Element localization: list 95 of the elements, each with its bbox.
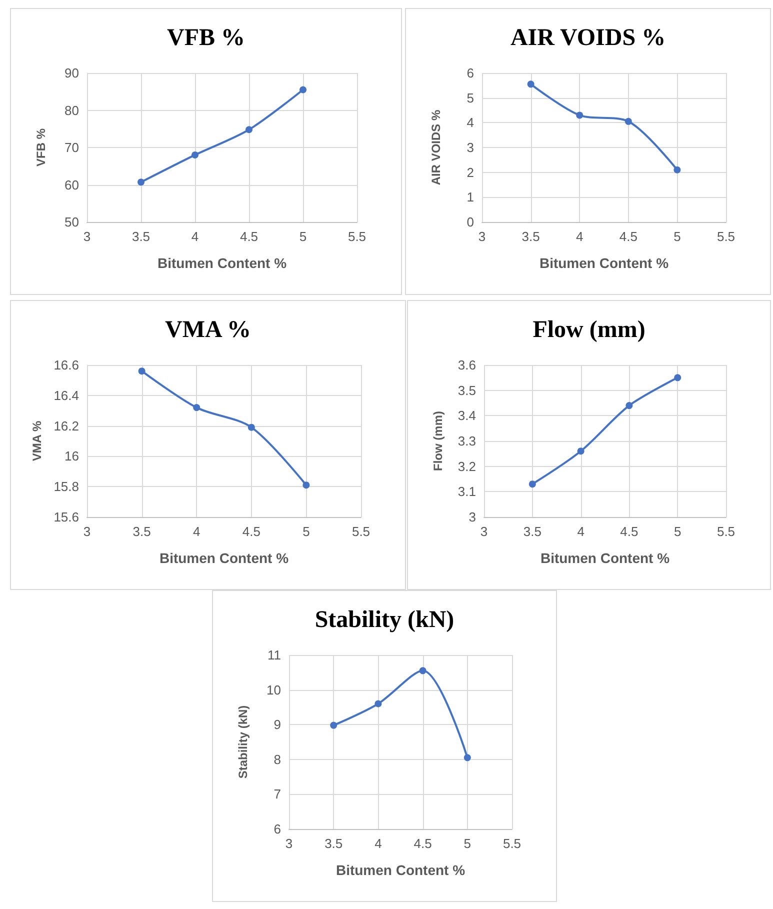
y-tick-label: 3.5 xyxy=(458,382,476,398)
x-tick-label: 3 xyxy=(83,524,91,539)
x-tick-label: 3 xyxy=(83,229,91,244)
point xyxy=(138,368,146,375)
point xyxy=(374,700,382,708)
x-axis-title: Bitumen Content % xyxy=(157,255,288,271)
x-tick-label: 5.5 xyxy=(716,524,736,539)
x-tick-label: 3.5 xyxy=(132,524,151,539)
chart-title: AIR VOIDS % xyxy=(510,25,666,51)
point xyxy=(464,754,471,762)
x-tick-label: 4 xyxy=(577,524,584,539)
x-tick-label: 3.5 xyxy=(523,524,542,539)
y-tick-label: 60 xyxy=(64,177,79,192)
y-tick-label: 16.2 xyxy=(54,418,79,434)
x-tick-label: 4.5 xyxy=(242,524,260,539)
x-tick-label: 5.5 xyxy=(716,229,736,244)
y-tick-label: 15.6 xyxy=(54,510,79,524)
y-axis-title: Flow (mm) xyxy=(431,411,445,471)
y-tick-label: 3 xyxy=(468,510,476,524)
y-tick-label: 3.3 xyxy=(458,434,476,448)
x-tick-label: 4 xyxy=(576,229,584,244)
y-axis-title: AIR VOIDS % xyxy=(429,110,443,186)
x-axis-title: Bitumen Content % xyxy=(540,550,670,566)
y-tick-label: 70 xyxy=(64,140,79,155)
y-tick-label: 5 xyxy=(466,90,474,106)
chart-title: Stability (kN) xyxy=(314,607,454,633)
point xyxy=(300,86,306,94)
x-axis-title: Bitumen Content % xyxy=(539,255,670,271)
y-tick-label: 3.2 xyxy=(458,458,476,474)
y-tick-label: 10 xyxy=(266,682,281,698)
y-axis-title: VMA % xyxy=(30,420,44,462)
x-tick-label: 4 xyxy=(192,524,200,539)
point xyxy=(248,424,255,431)
x-tick-label: 4 xyxy=(374,836,382,851)
chart-title: Flow (mm) xyxy=(532,317,646,343)
x-tick-label: 5.5 xyxy=(502,836,522,851)
y-tick-label: 15.8 xyxy=(54,479,79,494)
y-tick-label: 16.4 xyxy=(54,388,79,403)
y-tick-label: 3.1 xyxy=(458,484,476,500)
x-tick-label: 3.5 xyxy=(132,229,150,244)
x-tick-label: 3 xyxy=(478,229,486,244)
y-tick-label: 6 xyxy=(274,822,281,836)
y-tick-label: 16 xyxy=(64,448,79,464)
x-tick-label: 3.5 xyxy=(324,836,343,851)
x-tick-label: 3.5 xyxy=(522,229,540,244)
chart-title: VMA % xyxy=(165,317,251,343)
x-tick-label: 5.5 xyxy=(348,229,366,244)
point xyxy=(193,404,200,412)
x-tick-label: 3 xyxy=(285,836,293,851)
y-tick-label: 3.6 xyxy=(458,358,476,372)
y-tick-label: 16.6 xyxy=(54,358,79,372)
x-tick-label: 5 xyxy=(674,229,681,244)
x-axis-title: Bitumen Content % xyxy=(336,862,466,878)
y-axis-title: VFB % xyxy=(34,128,48,167)
point xyxy=(624,118,632,125)
x-tick-label: 4 xyxy=(191,229,199,244)
y-tick-label: 9 xyxy=(274,717,281,732)
point xyxy=(674,374,682,382)
point xyxy=(419,667,426,674)
y-tick-label: 6 xyxy=(466,66,474,80)
y-tick-label: 0 xyxy=(466,214,474,230)
point xyxy=(528,480,536,488)
point xyxy=(246,126,252,134)
point xyxy=(192,151,198,158)
y-tick-label: 1 xyxy=(466,190,474,205)
x-tick-label: 5.5 xyxy=(352,524,370,539)
y-axis-title: Stability (kN) xyxy=(236,705,250,779)
point xyxy=(626,402,633,410)
x-tick-label: 4.5 xyxy=(619,229,638,244)
x-tick-label: 5 xyxy=(302,524,310,539)
x-tick-label: 4.5 xyxy=(414,836,432,851)
x-tick-label: 3 xyxy=(480,524,488,539)
y-tick-label: 4 xyxy=(466,115,474,130)
point xyxy=(576,112,584,119)
y-tick-label: 80 xyxy=(64,102,79,118)
x-tick-label: 5 xyxy=(299,229,307,244)
x-tick-label: 4.5 xyxy=(240,229,258,244)
y-tick-label: 3 xyxy=(466,140,474,155)
x-tick-label: 4.5 xyxy=(620,524,638,539)
point xyxy=(577,448,584,455)
point xyxy=(674,166,681,174)
point xyxy=(330,722,338,729)
point xyxy=(302,482,310,489)
y-tick-label: 50 xyxy=(64,214,79,230)
x-axis-title: Bitumen Content % xyxy=(159,550,290,566)
y-tick-label: 2 xyxy=(466,164,474,180)
y-tick-label: 7 xyxy=(274,786,281,802)
y-tick-label: 3.4 xyxy=(458,408,476,424)
chart-title: VFB % xyxy=(167,25,245,51)
point xyxy=(138,178,144,186)
y-tick-label: 8 xyxy=(274,752,281,767)
x-tick-label: 5 xyxy=(674,524,682,539)
y-tick-label: 11 xyxy=(268,648,281,662)
y-tick-label: 90 xyxy=(64,66,79,80)
point xyxy=(527,80,534,88)
